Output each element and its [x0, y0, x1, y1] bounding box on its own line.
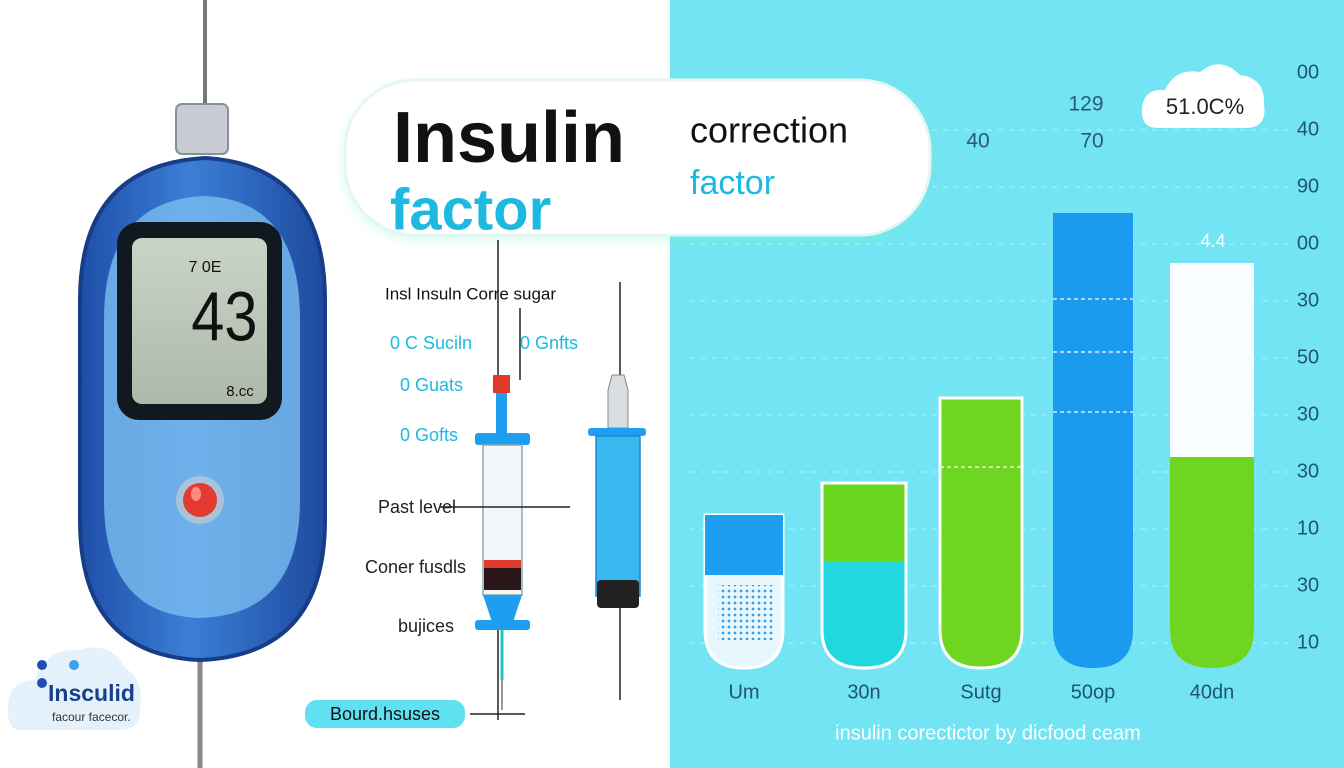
syringe-left	[440, 240, 570, 720]
axis-label: 50	[1297, 346, 1319, 368]
axis-labels: 00 40 90 00 30 50 30 30 10 30 10	[1297, 61, 1319, 653]
axis-label: 00	[1297, 232, 1319, 254]
axis-label: 30	[1297, 289, 1319, 311]
meter-status: 7 0E	[189, 259, 222, 276]
logo-name: Insculid	[48, 680, 135, 706]
label-item: 0 Gnfts	[520, 333, 578, 353]
bars	[703, 213, 1254, 670]
axis-label: 40	[1297, 118, 1319, 140]
category-label: Um	[728, 681, 759, 703]
bar-guides	[940, 298, 1133, 468]
logo-dot	[37, 660, 47, 670]
meter-unit: 8.cc	[226, 383, 254, 400]
subtitle: correction	[690, 110, 848, 151]
cloud-label: 51.0C%	[1166, 94, 1244, 119]
glucose-meter: 7 0E 43 8.cc	[78, 0, 327, 768]
axis-label: 30	[1297, 460, 1319, 482]
title-pill	[345, 80, 930, 235]
cloud	[1141, 64, 1265, 128]
category-label: 30n	[847, 681, 880, 703]
title-pill-border	[343, 78, 932, 237]
label-item: Past level	[378, 497, 456, 517]
label-item: 0 Gofts	[400, 425, 458, 445]
axis-label: 30	[1297, 403, 1319, 425]
top-label: 70	[1080, 130, 1103, 153]
label-item: 0 Guats	[400, 375, 463, 395]
category-label: Sutg	[960, 681, 1001, 703]
category-label: 50op	[1071, 681, 1116, 703]
badge	[305, 700, 465, 728]
label-heading: Insl Insuln Corre sugar	[385, 284, 556, 303]
axis-label: 10	[1297, 631, 1319, 653]
logo-tagline: facour facecor.	[52, 710, 131, 724]
axis-label: 10	[1297, 517, 1319, 539]
category-labels: Um 30n Sutg 50op 40dn	[728, 681, 1234, 703]
top-label: 4.4	[1200, 231, 1225, 251]
category-label: 40dn	[1190, 681, 1235, 703]
logo-dot	[69, 660, 79, 670]
logo-dot	[37, 678, 47, 688]
axis-label: 90	[1297, 175, 1319, 197]
top-label: 40	[966, 130, 989, 153]
title: Insulin	[393, 98, 625, 178]
meter-reading: 43	[191, 277, 257, 356]
caption: insulin corectictor by dicfood ceam	[835, 722, 1141, 744]
axis-label: 30	[1297, 574, 1319, 596]
subtitle-word: factor	[690, 164, 775, 202]
axis-label: 00	[1297, 61, 1319, 83]
badge-label: Bourd.hsuses	[330, 704, 440, 724]
label-item: Coner fusdls	[365, 557, 466, 577]
title-word: factor	[390, 177, 551, 242]
top-label: 129	[1068, 93, 1103, 116]
label-item: bujices	[398, 616, 454, 636]
label-item: 0 C Suciln	[390, 333, 472, 353]
syringe-right	[588, 282, 646, 700]
